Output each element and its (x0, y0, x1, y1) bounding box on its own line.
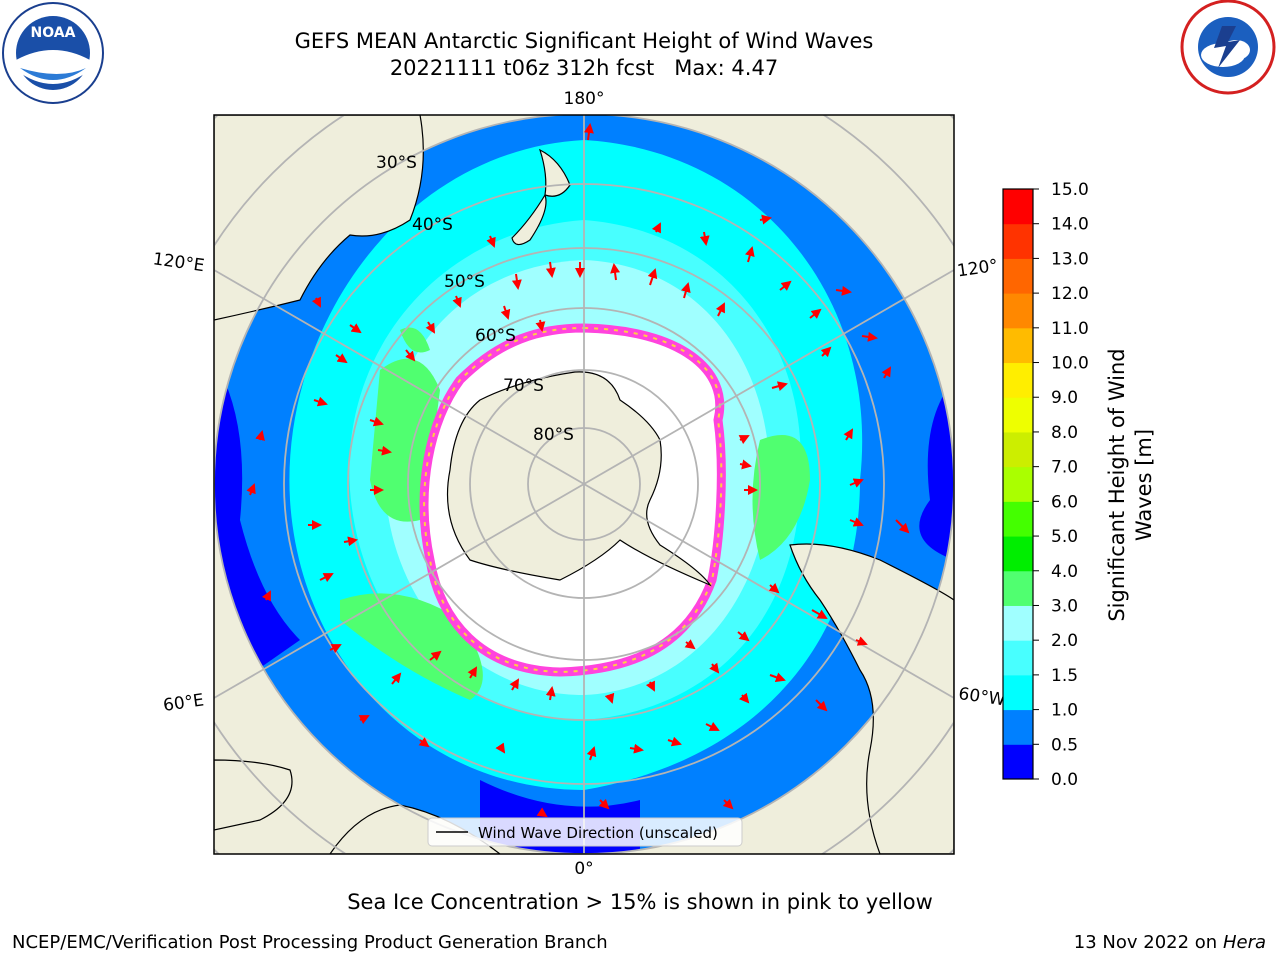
footer-date-text: 13 Nov 2022 on (1073, 932, 1218, 953)
colorbar-tick-label: 9.0 (1051, 388, 1078, 408)
colorbar-tick-label: 4.0 (1051, 562, 1078, 582)
colorbar-swatch (1003, 605, 1033, 641)
colorbar-tick-label: 10.0 (1051, 354, 1089, 374)
colorbar-tick-label: 1.0 (1051, 701, 1078, 721)
colorbar-tick-label: 2.0 (1051, 631, 1078, 651)
lon-label-120w: 120° (956, 256, 999, 282)
colorbar-swatch (1003, 327, 1033, 364)
colorbar-tick-label: 13.0 (1051, 249, 1089, 269)
lat-label-50: 50°S (444, 272, 485, 292)
colorbar-swatch (1003, 293, 1033, 329)
colorbar-swatch (1003, 223, 1033, 259)
wind-wave-arrows (246, 123, 910, 818)
colorbar-tick-label: 15.0 (1051, 180, 1089, 200)
chart-subtitle: 20221111 t06z 312h fcst Max: 4.47 (284, 55, 884, 81)
lon-label-60w: 60°W (957, 684, 1006, 710)
colorbar-swatch (1003, 570, 1033, 606)
colorbar-swatch (1003, 258, 1033, 294)
colorbar-frame (1002, 188, 1034, 780)
lat-label-40: 40°S (412, 215, 453, 235)
max-label: Max: 4.47 (674, 56, 779, 80)
colorbar-tick-label: 5.0 (1051, 527, 1078, 547)
noaa-logo-icon: NOAA (2, 2, 104, 104)
colorbar-swatch (1003, 640, 1033, 676)
colorbar-tick-label: 1.5 (1051, 666, 1078, 686)
forecast-label: 20221111 t06z 312h fcst (389, 56, 655, 80)
footer-date: 13 Nov 2022 on Hera (1074, 932, 1266, 953)
lat-label-70: 70°S (503, 376, 544, 396)
colorbar-tick-label: 12.0 (1051, 284, 1089, 304)
lon-label-120e: 120°E (152, 249, 206, 276)
colorbar-swatch (1003, 466, 1033, 502)
colorbar-tick-label: 3.0 (1051, 596, 1078, 616)
colorbar-tick-label: 8.0 (1051, 423, 1078, 443)
colorbar-swatch (1003, 397, 1033, 433)
lon-label-180: 180° (564, 89, 605, 109)
colorbar-swatch (1003, 536, 1033, 572)
lon-label-0: 0° (574, 859, 593, 879)
colorbar-tick-label: 6.0 (1051, 492, 1078, 512)
colorbar-tick-label: 11.0 (1051, 319, 1089, 339)
lat-label-60: 60°S (475, 326, 516, 346)
colorbar-swatch (1003, 362, 1033, 398)
sea-ice-caption: Sea Ice Concentration > 15% is shown in … (347, 890, 933, 914)
colorbar-tick-label: 7.0 (1051, 458, 1078, 478)
map-legend: Wind Wave Direction (unscaled) (427, 817, 743, 847)
lon-label-60e: 60°E (162, 690, 205, 715)
map-frame (213, 114, 955, 855)
colorbar-swatch (1003, 674, 1033, 711)
colorbar-label-line1: Significant Height of Wind (1105, 348, 1129, 621)
noaa-logo-text: NOAA (31, 25, 76, 41)
colorbar-swatch (1003, 501, 1033, 537)
colorbar-tick-label: 14.0 (1051, 215, 1089, 235)
footer-machine: Hera (1222, 932, 1266, 953)
colorbar-tick-label: 0.0 (1051, 770, 1078, 790)
colorbar-swatch (1003, 431, 1033, 468)
chart-title: GEFS MEAN Antarctic Significant Height o… (294, 29, 874, 53)
colorbar-tick-label: 0.5 (1051, 735, 1078, 755)
colorbar-label-line2: Waves [m] (1132, 429, 1156, 541)
land-australia (214, 115, 424, 321)
colorbar-swatch (1003, 744, 1033, 780)
nws-logo-icon (1180, 0, 1276, 95)
footer-org: NCEP/EMC/Verification Post Processing Pr… (12, 932, 608, 953)
lat-label-30: 30°S (376, 153, 417, 173)
colorbar-swatch (1003, 709, 1033, 745)
colorbar: 0.0 0.5 1.0 1.5 2.0 3.0 4.0 5.0 6.0 7.0 8.0 9.0 10.0… (1002, 180, 1089, 790)
legend-label: Wind Wave Direction (unscaled) (478, 824, 718, 842)
graticule (214, 115, 954, 854)
lat-label-80: 80°S (533, 425, 574, 445)
land-new-zealand-south (511, 193, 547, 246)
colorbar-swatch (1003, 189, 1033, 225)
